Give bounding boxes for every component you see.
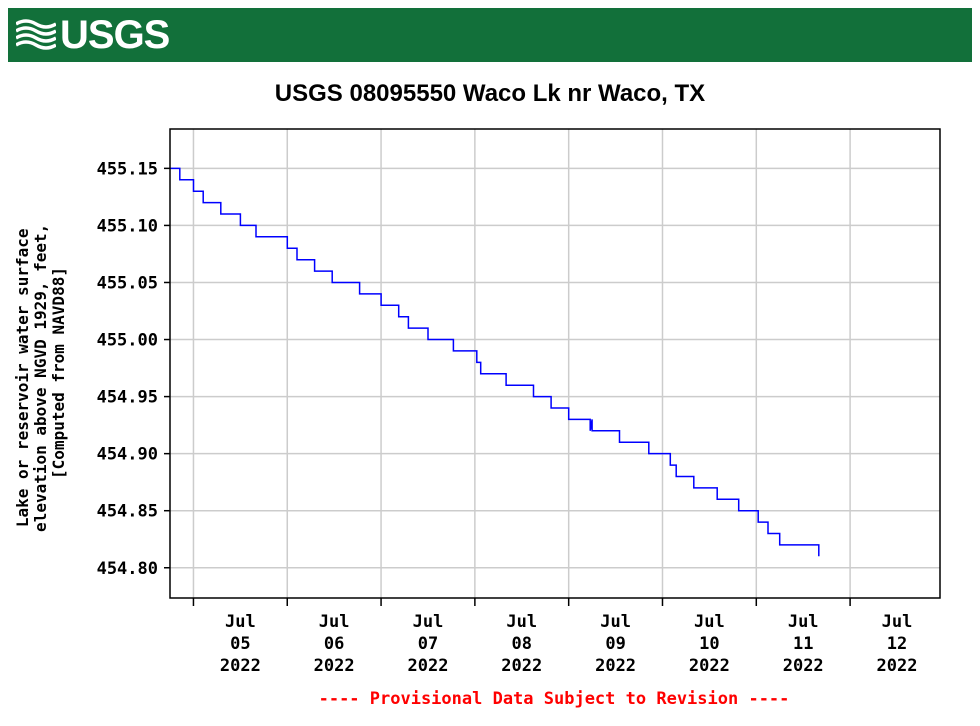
x-tick-label: 2022 [595, 656, 636, 676]
chart-title: USGS 08095550 Waco Lk nr Waco, TX [275, 80, 705, 107]
x-tick-label: Jul [600, 612, 631, 632]
x-tick-label: 08 [512, 634, 532, 654]
y-tick-label: 454.85 [97, 502, 158, 522]
usgs-logo[interactable]: USGS [16, 13, 170, 57]
plot-frame [169, 128, 941, 599]
y-tick-label: 455.10 [97, 216, 158, 236]
x-tick-label: 12 [887, 634, 907, 654]
x-tick-label: Jul [319, 612, 350, 632]
x-tick-label: 2022 [407, 656, 448, 676]
x-tick-label: 2022 [501, 656, 542, 676]
x-tick-label: Jul [506, 612, 537, 632]
y-tick-label: 455.05 [97, 273, 158, 293]
y-axis-label-line-3: [Computed from NAVD88] [49, 267, 68, 479]
x-tick-label: 09 [605, 634, 625, 654]
x-tick-label: Jul [225, 612, 256, 632]
x-tick-label: 11 [793, 634, 813, 654]
provisional-data-note: ---- Provisional Data Subject to Revisio… [319, 689, 790, 709]
x-tick-label: Jul [694, 612, 725, 632]
usgs-header-bar: USGS [8, 8, 972, 62]
x-tick-label: 2022 [783, 656, 824, 676]
usgs-wave-logo-icon [16, 19, 56, 50]
y-tick-label: 454.95 [97, 388, 158, 408]
x-tick-label: Jul [413, 612, 444, 632]
x-tick-label: 06 [324, 634, 344, 654]
x-tick-label: 2022 [220, 656, 261, 676]
usgs-logo-text: USGS [60, 13, 170, 57]
y-axis-label-line-1: Lake or reservoir water surface [13, 229, 32, 528]
elevation-series-line [170, 167, 820, 557]
x-tick-label: 07 [418, 634, 438, 654]
x-tick-label: 2022 [689, 656, 730, 676]
series-layer [170, 167, 820, 557]
y-axis-ticks: 455.15 455.10 455.05 455.00 454.95 454.90 454.… [97, 159, 170, 579]
y-tick-label: 454.90 [97, 445, 158, 465]
y-axis-label-line-2: elevation above NGVD 1929, feet, [31, 224, 50, 532]
y-tick-label: 455.00 [97, 331, 158, 351]
x-tick-label: 10 [699, 634, 719, 654]
y-tick-label: 455.15 [97, 159, 158, 179]
grid-lines [170, 129, 940, 598]
y-axis-label: Lake or reservoir water surface elevatio… [13, 214, 68, 532]
y-tick-label: 454.80 [97, 559, 158, 579]
x-tick-label: Jul [882, 612, 913, 632]
x-tick-label: 05 [230, 634, 250, 654]
x-axis-ticks: Jul052022Jul062022Jul072022Jul082022Jul0… [192, 598, 918, 676]
x-tick-label: 2022 [314, 656, 355, 676]
x-tick-label: Jul [788, 612, 819, 632]
x-tick-label: 2022 [877, 656, 918, 676]
